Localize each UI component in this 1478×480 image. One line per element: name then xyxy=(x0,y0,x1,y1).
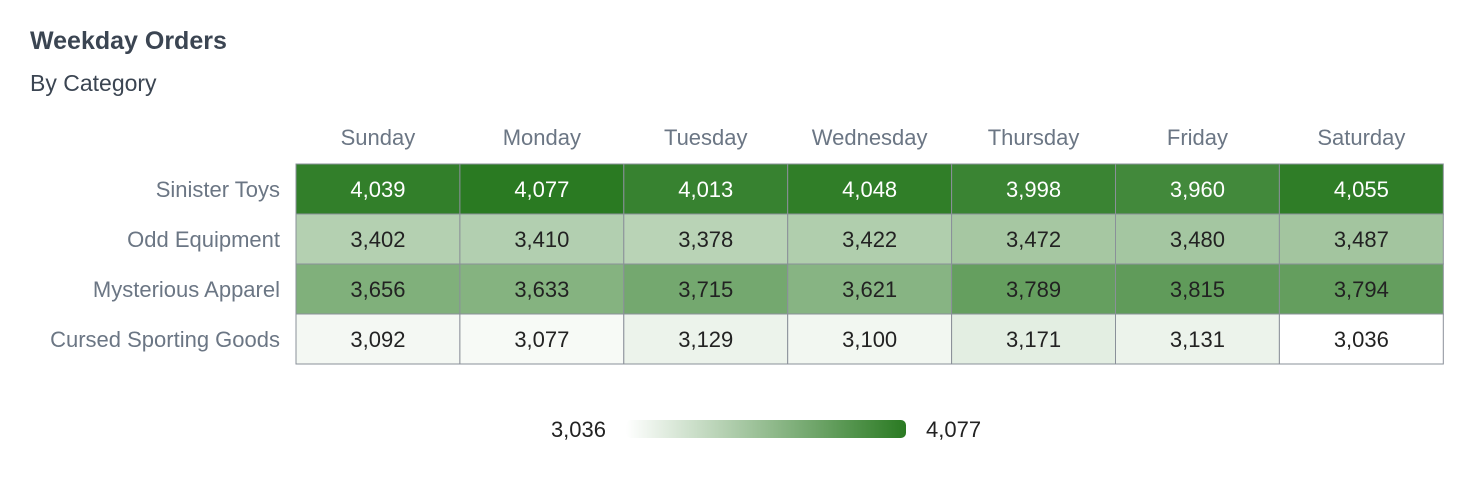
legend-min-label: 3,036 xyxy=(551,417,606,442)
heatmap-cell[interactable] xyxy=(951,213,1116,265)
cell-value-label: 3,621 xyxy=(842,277,897,302)
cell-value-label: 3,092 xyxy=(350,327,405,352)
heatmap-cell[interactable] xyxy=(295,213,461,265)
chart-subtitle: By Category xyxy=(30,70,157,96)
cell-value-label: 3,171 xyxy=(1006,327,1061,352)
heatmap-cell[interactable] xyxy=(787,163,953,215)
heatmap-cell[interactable] xyxy=(787,263,953,315)
cell-value-label: 3,036 xyxy=(1334,327,1389,352)
cell-value-label: 3,129 xyxy=(678,327,733,352)
cell-value-label: 3,998 xyxy=(1006,177,1061,202)
heatmap-cell[interactable] xyxy=(1278,313,1444,365)
column-label-saturday: Saturday xyxy=(1317,125,1405,150)
column-label-friday: Friday xyxy=(1167,125,1228,150)
cell-value-label: 4,077 xyxy=(514,177,569,202)
chart-title: Weekday Orders xyxy=(30,27,227,55)
cell-value-label: 3,480 xyxy=(1170,227,1225,252)
row-label-sinister-toys: Sinister Toys xyxy=(156,177,280,202)
column-label-wednesday: Wednesday xyxy=(812,125,928,150)
cell-value-label: 4,055 xyxy=(1334,177,1389,202)
row-label-cursed-sporting-goods: Cursed Sporting Goods xyxy=(50,327,280,352)
column-label-tuesday: Tuesday xyxy=(664,125,748,150)
cell-value-label: 3,131 xyxy=(1170,327,1225,352)
cell-value-label: 3,422 xyxy=(842,227,897,252)
cell-value-label: 4,039 xyxy=(350,177,405,202)
heatmap-cell[interactable] xyxy=(1278,263,1444,315)
heatmap-cell[interactable] xyxy=(623,263,789,315)
heatmap-cell[interactable] xyxy=(1115,213,1280,265)
heatmap-cell[interactable] xyxy=(1278,163,1444,215)
column-label-sunday: Sunday xyxy=(341,125,416,150)
column-label-monday: Monday xyxy=(503,125,581,150)
heatmap-cell[interactable] xyxy=(787,213,953,265)
cell-value-label: 3,077 xyxy=(514,327,569,352)
column-labels: Sunday Monday Tuesday Wednesday Thursday Frid… xyxy=(341,125,1406,150)
cell-value-label: 3,100 xyxy=(842,327,897,352)
heatmap-cells: 4,039 4,077 4,013 4,048 3,998 3,960 4,055 3,402… xyxy=(295,163,1444,365)
cell-value-label: 4,013 xyxy=(678,177,733,202)
cell-value-label: 3,815 xyxy=(1170,277,1225,302)
heatmap-cell[interactable] xyxy=(951,313,1116,365)
cell-value-label: 3,633 xyxy=(514,277,569,302)
cell-value-label: 3,789 xyxy=(1006,277,1061,302)
row-labels: Sinister Toys Odd Equipment Mysterious App… xyxy=(50,177,280,352)
cell-value-label: 3,402 xyxy=(350,227,405,252)
cell-value-label: 3,472 xyxy=(1006,227,1061,252)
row-label-odd-equipment: Odd Equipment xyxy=(127,227,280,252)
cell-value-label: 3,715 xyxy=(678,277,733,302)
cell-value-label: 3,410 xyxy=(514,227,569,252)
cell-value-label: 3,487 xyxy=(1334,227,1389,252)
heatmap-cell[interactable] xyxy=(1115,313,1280,365)
cell-value-label: 3,656 xyxy=(350,277,405,302)
heatmap-cell[interactable] xyxy=(1115,163,1280,215)
legend-max-label: 4,077 xyxy=(926,417,981,442)
cell-value-label: 3,794 xyxy=(1334,277,1389,302)
cell-value-label: 3,378 xyxy=(678,227,733,252)
heatmap-cell[interactable] xyxy=(951,163,1116,215)
heatmap-cell[interactable] xyxy=(1278,213,1444,265)
cell-value-label: 3,960 xyxy=(1170,177,1225,202)
heatmap-cell[interactable] xyxy=(623,213,789,265)
legend-gradient-bar xyxy=(626,420,906,438)
heatmap-cell[interactable] xyxy=(459,313,625,365)
column-label-thursday: Thursday xyxy=(988,125,1080,150)
row-label-mysterious-apparel: Mysterious Apparel xyxy=(93,277,280,302)
cell-value-label: 4,048 xyxy=(842,177,897,202)
color-legend: 3,036 4,077 xyxy=(551,417,981,442)
heatmap-cell[interactable] xyxy=(623,313,789,365)
